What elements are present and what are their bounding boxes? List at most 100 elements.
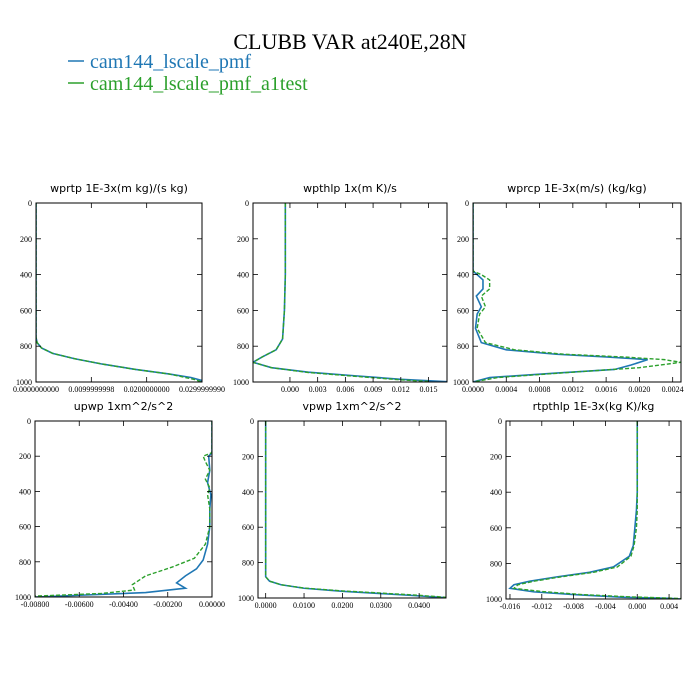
y-tick-label: 400 (457, 271, 469, 280)
x-tick-label: 0.0299999990 (179, 385, 225, 394)
series-line-2 (253, 203, 429, 382)
y-tick-label: 600 (490, 524, 502, 533)
x-tick-label: 0.012 (392, 385, 410, 394)
x-tick-label: 0.0000 (255, 601, 277, 610)
y-tick-label: 0 (250, 417, 254, 426)
x-tick-label: -0.00400 (109, 600, 138, 609)
series-group (35, 421, 212, 597)
y-tick-label: 800 (20, 342, 32, 351)
y-tick-label: 1000 (16, 378, 32, 387)
y-tick-label: 200 (237, 235, 249, 244)
panel-title: wpthlp 1x(m K)/s (303, 182, 397, 195)
series-group (253, 203, 447, 382)
x-tick-label: 0.0008 (529, 385, 551, 394)
y-tick-label: 400 (19, 487, 31, 496)
plot-frame (252, 202, 448, 383)
y-tick-label: 200 (20, 235, 32, 244)
x-tick-label: 0.0099999998 (68, 385, 114, 394)
x-tick-label: 0.0000000000 (13, 385, 59, 394)
y-tick-label: 400 (242, 488, 254, 497)
x-tick-label: 0.000 (281, 385, 299, 394)
panel-4: upwp 1xm^2/s^2 0 200 400 600 800 1000-0.00800 -… (15, 400, 225, 609)
y-tick-label: 400 (237, 271, 249, 280)
panel-title: rtpthlp 1E-3x(kg K)/kg (533, 400, 655, 413)
panels: wprtp 1E-3x(m kg)/(s kg) 0 200 400 600 800 100… (13, 182, 684, 611)
x-tick-label: -0.00200 (153, 600, 182, 609)
x-tick-label: 0.0100 (293, 601, 315, 610)
y-tick-label: 600 (20, 306, 32, 315)
panel-title: wprtp 1E-3x(m kg)/(s kg) (50, 182, 188, 195)
plot-frame (35, 202, 203, 383)
x-tick-label: -0.012 (531, 602, 552, 611)
figure-title: CLUBB VAR at240E,28N (233, 29, 466, 54)
x-tick-label: 0.000 (628, 602, 646, 611)
x-tick-label: 0.0004 (495, 385, 517, 394)
panel-2: wpthlp 1x(m K)/s 0 200 400 600 800 1000 0.000 0.… (233, 182, 448, 394)
x-tick-label: 0.0000 (462, 385, 484, 394)
y-tick-label: 200 (19, 452, 31, 461)
y-tick-label: 1000 (238, 594, 254, 603)
x-tick-label: 0.0012 (562, 385, 584, 394)
series-line-1 (473, 203, 648, 382)
x-tick-label: 0.006 (336, 385, 354, 394)
series-line-2 (512, 421, 681, 599)
x-tick-label: 0.015 (420, 385, 438, 394)
y-tick-label: 800 (457, 342, 469, 351)
y-tick-label: 0 (498, 417, 502, 426)
series-group (36, 203, 202, 382)
y-tick-label: 1000 (453, 378, 469, 387)
panel-6: rtpthlp 1E-3x(kg K)/kg02004006008001000-… (486, 400, 682, 611)
series-group (508, 421, 681, 599)
plot-frame (505, 420, 682, 600)
y-tick-label: 400 (20, 271, 32, 280)
x-tick-label: 0.004 (660, 602, 678, 611)
x-tick-label: 0.0400 (408, 601, 430, 610)
x-tick-label: -0.00600 (65, 600, 94, 609)
panel-3: wprcp 1E-3x(m/s) (kg/kg) 0 200 400 600 800 100… (453, 182, 684, 394)
y-tick-label: 0 (245, 199, 249, 208)
plot-frame (257, 420, 447, 599)
x-tick-label: 0.00000 (199, 600, 225, 609)
legend-label-2: cam144_lscale_pmf_a1test (90, 73, 308, 95)
y-tick-label: 600 (19, 523, 31, 532)
x-tick-label: -0.016 (500, 602, 521, 611)
series-line-1 (35, 421, 212, 597)
panel-title: vpwp 1xm^2/s^2 (302, 400, 401, 413)
x-tick-label: 0.003 (309, 385, 327, 394)
y-tick-label: 800 (19, 558, 31, 567)
series-group (473, 203, 681, 382)
series-line-2 (36, 203, 202, 382)
y-tick-label: 800 (242, 559, 254, 568)
y-tick-label: 800 (237, 342, 249, 351)
x-tick-label: -0.004 (595, 602, 616, 611)
x-tick-label: -0.008 (563, 602, 584, 611)
x-tick-label: 0.0024 (662, 385, 684, 394)
y-tick-label: 200 (457, 235, 469, 244)
x-tick-label: 0.0200000000 (124, 385, 170, 394)
panel-title: wprcp 1E-3x(m/s) (kg/kg) (507, 182, 646, 195)
x-tick-label: 0.0200 (331, 601, 353, 610)
y-tick-label: 1000 (15, 593, 31, 602)
y-tick-label: 800 (490, 559, 502, 568)
y-tick-label: 0 (28, 199, 32, 208)
plot-frame (472, 202, 682, 383)
y-tick-label: 0 (27, 417, 31, 426)
x-tick-label: 0.009 (364, 385, 382, 394)
y-tick-label: 400 (490, 488, 502, 497)
legend-label-1: cam144_lscale_pmf (90, 51, 251, 73)
x-tick-label: 0.0020 (628, 385, 650, 394)
y-tick-label: 200 (490, 453, 502, 462)
y-tick-label: 0 (465, 199, 469, 208)
series-line-2 (35, 421, 212, 597)
x-tick-label: 0.0300 (370, 601, 392, 610)
panel-1: wprtp 1E-3x(m kg)/(s kg) 0 200 400 600 800 100… (13, 182, 225, 394)
y-tick-label: 1000 (233, 378, 249, 387)
y-tick-label: 200 (242, 452, 254, 461)
y-tick-label: 600 (242, 523, 254, 532)
y-tick-label: 600 (237, 306, 249, 315)
x-tick-label: 0.0016 (595, 385, 617, 394)
x-tick-label: -0.00800 (21, 600, 50, 609)
